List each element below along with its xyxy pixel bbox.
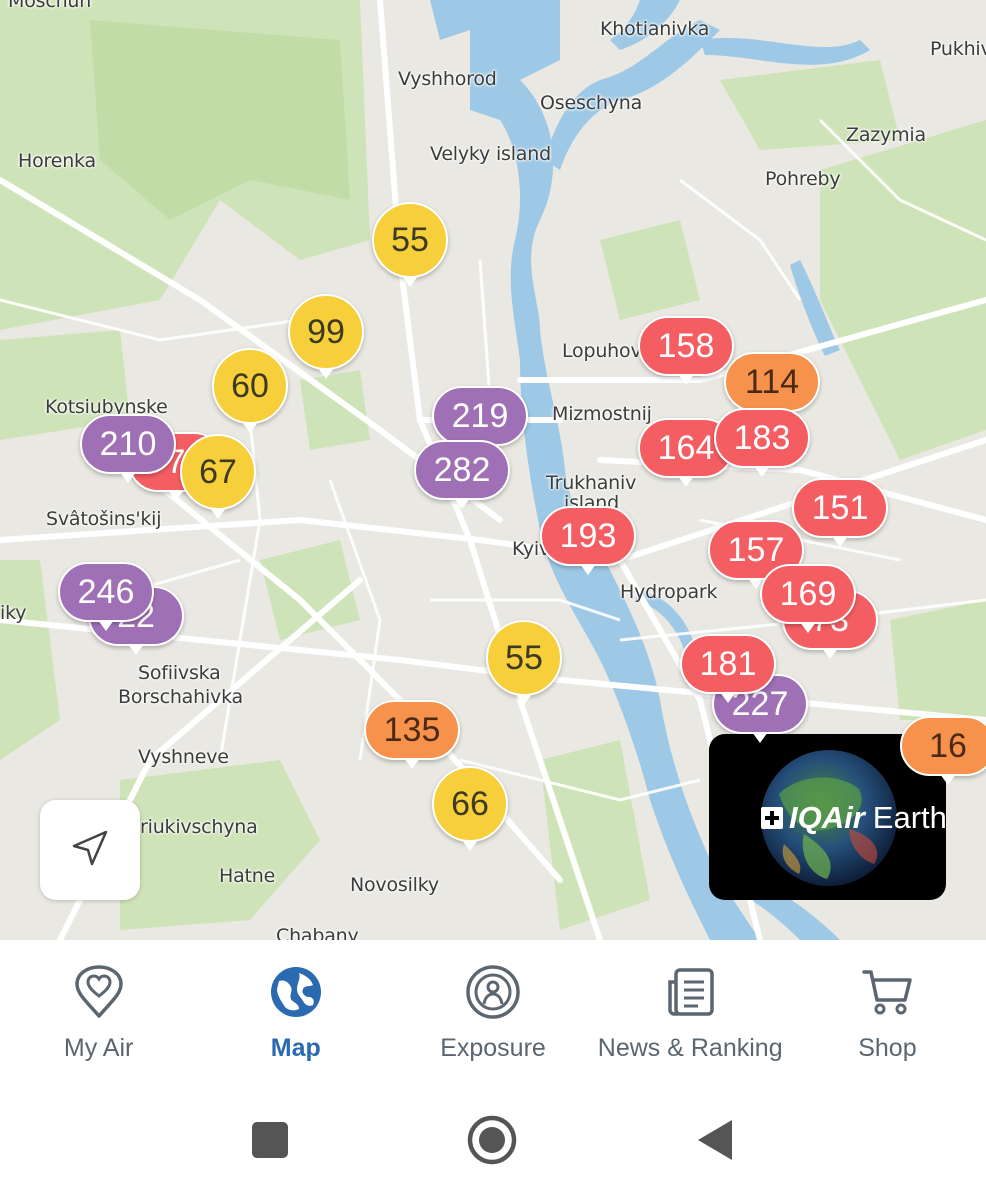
tab-my-air[interactable]: My Air — [0, 940, 197, 1080]
place-label: Khotianivka — [600, 18, 710, 40]
aqi-marker[interactable]: 16 — [900, 716, 986, 785]
place-label: Trukhaniv — [546, 472, 637, 494]
earth-brand: IQAir — [789, 800, 865, 835]
place-label: Moschun — [8, 0, 92, 12]
recent-apps-button[interactable] — [252, 1122, 288, 1162]
place-label: Borschahivka — [118, 686, 243, 708]
tab-shop[interactable]: Shop — [789, 940, 986, 1080]
place-label: Horenka — [18, 150, 96, 172]
place-label: Hydropark — [620, 581, 718, 603]
aqi-marker[interactable]: 157 — [708, 520, 804, 589]
aqi-marker[interactable]: 210 — [80, 414, 176, 483]
news-icon — [662, 964, 718, 1020]
aqi-marker[interactable]: 55 — [372, 202, 448, 287]
aqi-marker[interactable]: 135 — [364, 700, 460, 769]
iqair-cross-icon — [761, 807, 783, 829]
cart-icon — [859, 964, 915, 1020]
tab-news-ranking[interactable]: News & Ranking — [592, 940, 789, 1080]
tab-label: Exposure — [440, 1034, 546, 1062]
place-label: Zazymia — [846, 124, 926, 146]
place-label: Pukhiv — [930, 38, 986, 60]
aqi-marker[interactable]: 99 — [288, 294, 364, 379]
place-label: Lopuhov — [562, 340, 642, 362]
tab-label: Shop — [858, 1034, 917, 1062]
home-button[interactable] — [466, 1114, 518, 1170]
place-label: Svâtošins'kij — [46, 508, 162, 530]
recent-apps-icon — [252, 1122, 288, 1162]
place-label: Kotsiubynske — [45, 396, 168, 418]
place-label: Oseschyna — [540, 92, 643, 114]
bottom-tab-bar: My Air Map Exposure — [0, 940, 986, 1080]
place-label: Vyshneve — [138, 746, 229, 768]
back-button[interactable] — [696, 1118, 734, 1166]
globe-icon — [268, 964, 324, 1020]
place-label: Hatne — [219, 865, 276, 887]
aqi-marker[interactable]: 55 — [486, 620, 562, 705]
tab-label: My Air — [63, 1034, 134, 1062]
aqi-marker[interactable]: 282 — [414, 440, 510, 509]
tab-label: Map — [270, 1034, 321, 1062]
aqi-marker[interactable]: 219 — [432, 386, 528, 455]
earth-globe-icon — [761, 750, 897, 886]
air-quality-map[interactable]: Moschun Khotianivka Pukhiv Vyshhorod Oseschy… — [0, 0, 986, 940]
earth-label: Earth — [872, 800, 946, 835]
aqi-marker[interactable]: 60 — [212, 348, 288, 433]
place-label: Mizmostnij — [552, 403, 652, 425]
aqi-marker[interactable]: 183 — [714, 408, 810, 477]
place-label: Pohreby — [765, 168, 841, 190]
aqi-marker[interactable]: 158 — [638, 316, 734, 385]
place-label: riukivschyna — [140, 816, 258, 838]
aqi-marker[interactable]: 169 — [760, 564, 856, 633]
aqi-marker[interactable]: 114 — [724, 352, 820, 421]
heart-pin-icon — [71, 964, 127, 1020]
tab-map[interactable]: Map — [197, 940, 394, 1080]
aqi-marker[interactable]: 66 — [432, 766, 508, 851]
exposure-person-icon — [465, 964, 521, 1020]
system-navigation-bar — [0, 1080, 986, 1200]
aqi-marker[interactable]: 246 — [58, 562, 154, 631]
aqi-marker[interactable]: 67 — [180, 434, 256, 519]
place-label: Velyky island — [430, 143, 551, 165]
place-label: iky — [0, 602, 27, 624]
tab-label: News & Ranking — [597, 1034, 783, 1062]
home-icon — [466, 1115, 518, 1170]
aqi-marker[interactable]: 151 — [792, 478, 888, 547]
tab-exposure[interactable]: Exposure — [394, 940, 591, 1080]
aqi-marker[interactable]: 181 — [680, 634, 776, 703]
locate-me-button[interactable] — [40, 800, 140, 900]
aqi-marker[interactable]: 193 — [540, 506, 636, 575]
place-label: Chabany — [276, 925, 359, 940]
back-icon — [696, 1120, 734, 1166]
map-base-layer — [0, 0, 986, 940]
place-label: Vyshhorod — [398, 68, 497, 90]
place-label: Sofiivska — [138, 662, 221, 684]
navigation-arrow-icon — [66, 824, 114, 876]
place-label: Novosilky — [350, 874, 439, 896]
